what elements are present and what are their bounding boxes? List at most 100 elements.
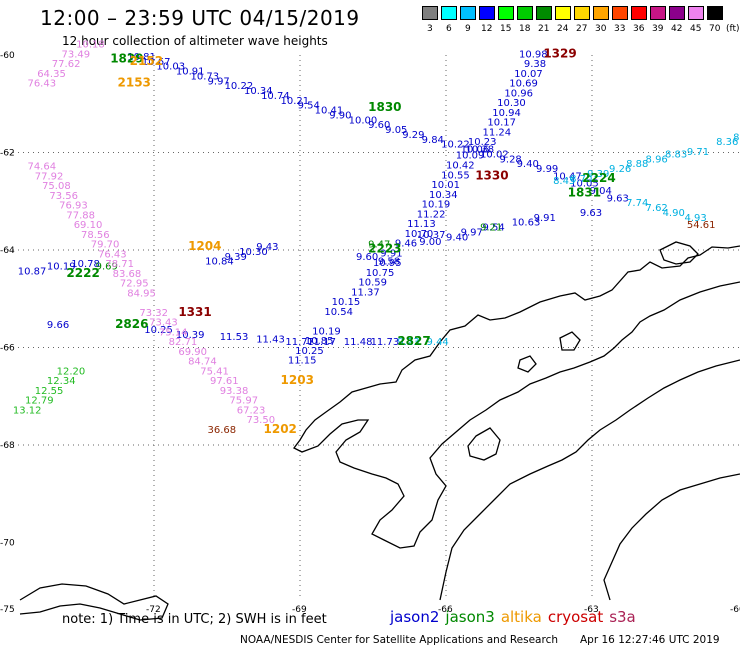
wave-height-label: 75.97 (229, 396, 258, 407)
wave-height-label: 10.98 (519, 49, 548, 60)
legend-swatch (688, 6, 704, 20)
wave-height-label: 77.62 (52, 59, 81, 70)
wave-height-label: 10.18 (76, 40, 105, 51)
wave-height-label: 11.73 (371, 337, 400, 348)
pass-time-label: 1330 (475, 168, 508, 182)
wave-height-label: 12.20 (57, 366, 86, 377)
wave-height-label: 10.19 (47, 262, 76, 273)
satellite-key-item: s3a (609, 608, 636, 626)
legend-swatch (498, 6, 514, 20)
satellite-key-item: cryosat (547, 608, 604, 626)
legend-swatch (574, 6, 590, 20)
latitude-label: -64 (0, 246, 15, 256)
wave-height-label: 10.85 (305, 336, 334, 347)
legend-swatch (422, 6, 438, 20)
wave-height-label: 11.24 (483, 127, 512, 138)
coastline (19, 241, 740, 621)
legend-label: 9 (465, 24, 471, 34)
wave-height-label: 10.94 (492, 108, 521, 119)
wave-height-label: 9.84 (422, 135, 444, 146)
legend-label: 45 (690, 24, 702, 34)
wave-height-label: 9.28 (500, 154, 522, 165)
wave-height-label: 9.44 (427, 337, 449, 348)
wave-height-label: 10.78 (71, 259, 100, 270)
legend-label: 15 (500, 24, 512, 34)
wave-height-label: 8.87 (733, 132, 740, 143)
wave-height-label: 9.54 (298, 101, 320, 112)
wave-height-label: 10.34 (244, 86, 273, 97)
map-subtitle: 12 hour collection of altimeter wave hei… (62, 34, 328, 48)
credit-text: NOAA/NESDIS Center for Satellite Applica… (240, 634, 558, 646)
wave-height-label: 67.23 (237, 405, 266, 416)
wave-height-label: 36.68 (208, 425, 237, 436)
wave-height-label: 10.15 (332, 297, 361, 308)
wave-height-label: 10.38 (465, 145, 494, 156)
legend-swatch (536, 6, 552, 20)
wave-height-label: 9.60 (368, 120, 390, 131)
wave-height-label: 8.70 (570, 174, 592, 185)
footer-note: note: 1) Time is in UTC; 2) SWH is in fe… (62, 612, 327, 627)
wave-height-label: 78.56 (81, 230, 110, 241)
wave-height-label: 9.54 (483, 223, 505, 234)
wave-height-label: 10.42 (446, 161, 475, 172)
pass-time-label: 2223 (368, 241, 401, 255)
legend-label: 36 (633, 24, 645, 34)
wave-height-label: 9.46 (395, 239, 417, 250)
satellite-tracks: 10.989.3810.0710.6910.9610.3010.9410.171… (13, 40, 740, 436)
wave-height-label: 64.35 (37, 69, 66, 80)
legend-swatch (441, 6, 457, 20)
alexander-island-coast (19, 583, 169, 621)
wave-height-label: 79.70 (91, 240, 120, 251)
pass-time-label: 2826 (115, 317, 148, 331)
wave-height-label: 9.97 (208, 76, 230, 87)
wave-height-label: 11.48 (344, 337, 373, 348)
wave-height-label: 76.93 (59, 201, 88, 212)
wave-height-label: 73.43 (149, 318, 178, 329)
wave-height-label: 9.29 (402, 130, 424, 141)
longitude-label: -69 (292, 605, 307, 615)
wave-height-label: 8.45 (553, 176, 575, 187)
wave-height-label: 10.30 (239, 247, 268, 258)
legend-label: 30 (595, 24, 607, 34)
wave-height-label: 73.50 (246, 415, 275, 426)
wave-height-label: 69.90 (178, 347, 207, 358)
wave-height-label: 9.39 (225, 252, 247, 263)
longitude-label: -75 (0, 605, 15, 615)
wave-height-label: 9.40 (517, 159, 539, 170)
wave-height-label: 77.88 (66, 210, 95, 221)
wave-height-label: 13.12 (13, 405, 42, 416)
wave-height-label: 73.56 (49, 191, 78, 202)
wave-height-label: 10.59 (358, 278, 387, 289)
wave-height-label: 10.81 (127, 52, 156, 63)
wave-height-label: 82.71 (169, 337, 198, 348)
wave-height-label: 75.14 (159, 327, 188, 338)
pass-time-label: 1203 (281, 373, 314, 387)
wave-height-label: 10.55 (441, 170, 470, 181)
wave-height-label: 54.61 (687, 220, 716, 231)
wave-height-label: 7.62 (646, 203, 668, 214)
legend-swatch (707, 6, 723, 20)
wave-height-label: 11.53 (220, 332, 249, 343)
wave-height-label: 9.39 (587, 169, 609, 180)
wave-height-label: 10.09 (456, 150, 485, 161)
legend-label: 3 (427, 24, 433, 34)
latitude-label: -68 (0, 441, 15, 451)
wave-height-label: 69.10 (74, 220, 103, 231)
wave-height-label: 10.67 (142, 57, 171, 68)
wave-height-label: 11.15 (288, 356, 317, 367)
wave-height-label: 9.63 (580, 208, 602, 219)
inner-coast-detail (467, 427, 501, 461)
legend-label: 18 (519, 24, 531, 34)
wave-height-label: 10.01 (431, 180, 460, 191)
map-title: 12:00 – 23:59 UTC 04/15/2019 (40, 6, 360, 30)
longitude-label: -63 (584, 605, 599, 615)
wave-height-label: 10.69 (509, 79, 538, 90)
wave-height-label: 10.22 (225, 81, 254, 92)
latitude-label: -62 (0, 149, 15, 159)
wave-height-label: 9.91 (380, 248, 402, 259)
wave-height-label: 10.23 (468, 137, 497, 148)
wave-height-label: 9.43 (256, 242, 278, 253)
peninsula-tip-island (659, 241, 699, 265)
wave-height-label: 84.74 (188, 357, 217, 368)
